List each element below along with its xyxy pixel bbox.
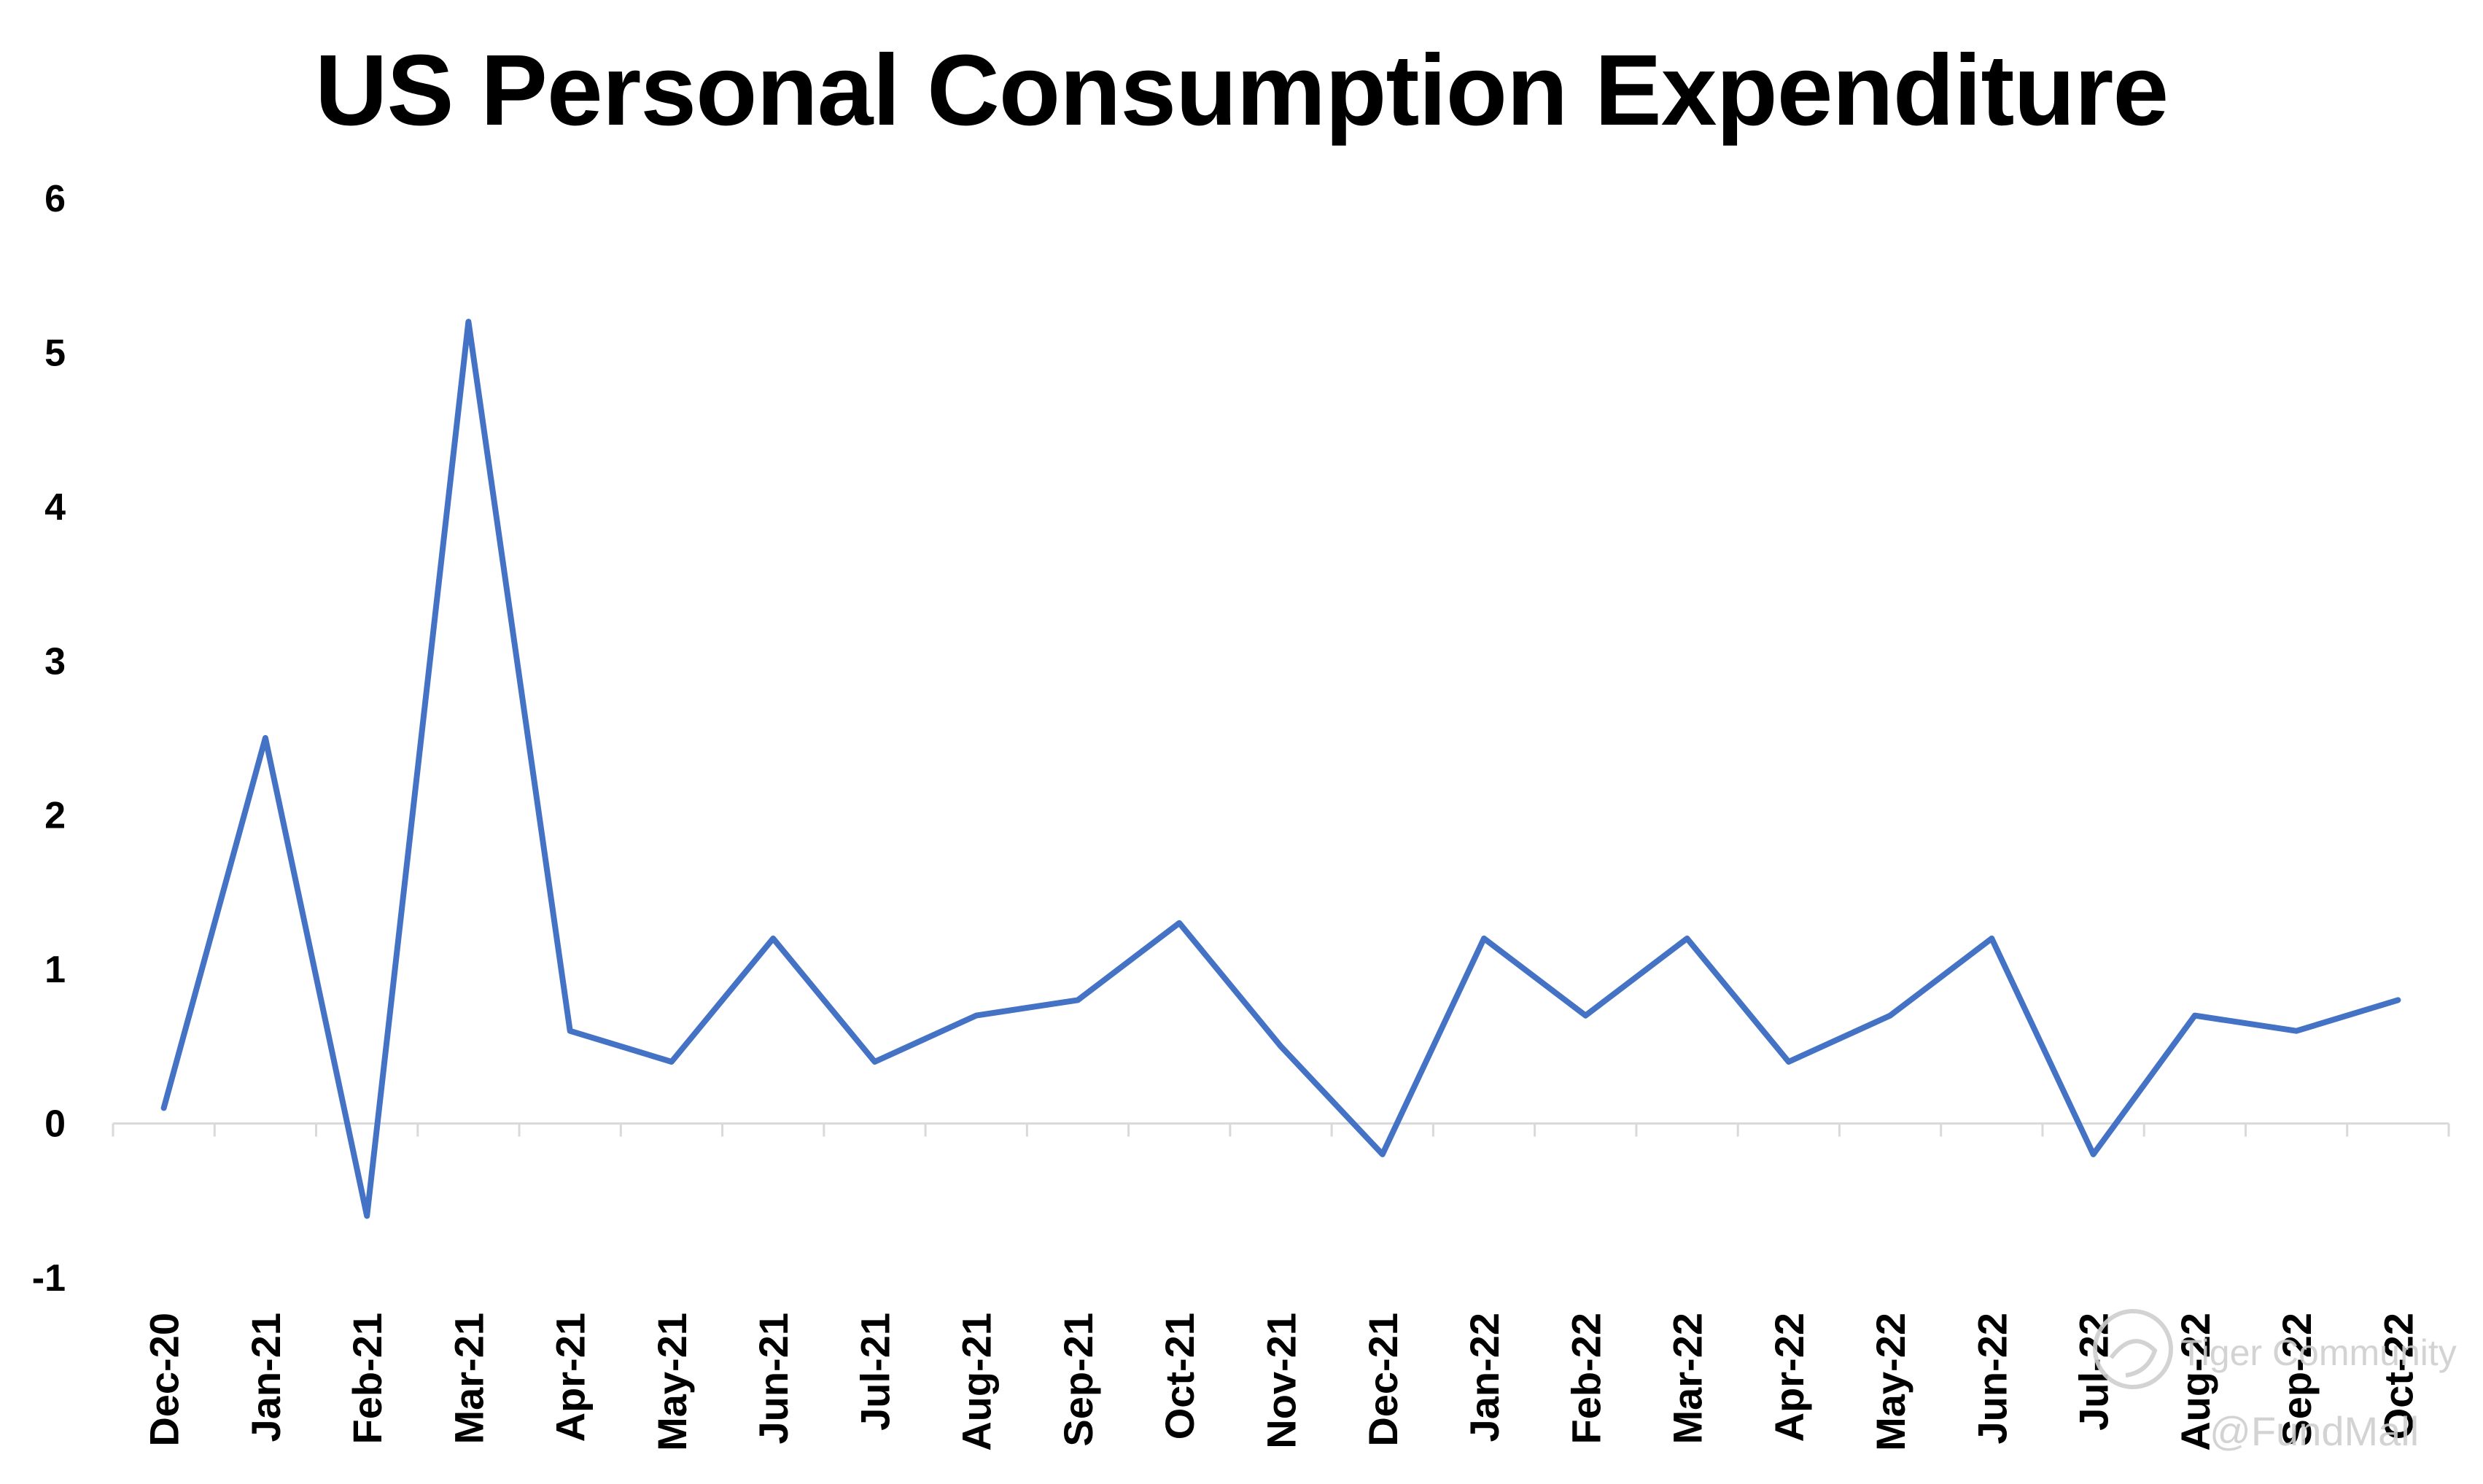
series-line [160,319,2401,1219]
x-tick-label: Nov-21 [1259,1313,1305,1449]
watermark-text-line1: Tiger Community [2180,1332,2457,1373]
x-tick-label: Dec-21 [1360,1313,1406,1447]
x-tick-label: Jul-21 [852,1313,898,1431]
y-tick-label: -1 [32,1257,66,1300]
watermark: Tiger Community @FundMall [2093,1309,2457,1454]
x-tick-label: Jun-22 [1969,1313,2015,1445]
x-tick-label: Mar-21 [446,1313,491,1445]
x-tick-label: Jan-22 [1461,1313,1507,1442]
watermark-logo-mark-icon [2109,1339,2158,1378]
watermark-logo-icon [2093,1309,2173,1389]
x-tick-label: Apr-22 [1766,1313,1812,1442]
x-tick-label: Feb-22 [1563,1313,1609,1445]
x-tick-label: Sep-21 [1055,1313,1101,1447]
y-tick-label: 3 [44,640,66,683]
x-tick-label: Oct-21 [1157,1313,1202,1440]
x-tick-label: May-21 [649,1313,695,1451]
x-axis-ticks [112,1123,2450,1137]
x-tick-label: Oct-22 [2375,1313,2421,1440]
x-tick-label: Feb-21 [344,1313,390,1445]
chart-title: US Personal Consumption Expenditure [314,34,2169,147]
y-tick-label: 2 [44,795,66,837]
x-tick-label: Aug-21 [954,1313,1000,1451]
x-tick-label: Jun-21 [750,1313,796,1445]
x-tick-label: Jan-21 [243,1313,289,1442]
x-tick-label: Mar-22 [1665,1313,1711,1445]
y-tick-label: 1 [44,949,66,991]
x-tick-label: Apr-21 [548,1313,594,1442]
x-tick-label: Dec-20 [141,1313,187,1447]
x-tick-label: Jul-22 [2071,1313,2117,1431]
y-tick-label: 5 [44,332,66,374]
y-tick-label: 6 [44,178,66,220]
watermark-text-line2: @FundMall [2210,1408,2419,1454]
x-axis-labels: Dec-20 Jan-21 Feb-21 Mar-21 Apr-21 May-21 Jun-… [141,1313,2422,1451]
y-axis-labels: -1 0 1 2 3 4 5 6 [32,178,66,1300]
x-tick-label: Aug-22 [2172,1313,2218,1451]
x-tick-label: May-22 [1868,1313,1913,1451]
x-tick-label: Sep-22 [2274,1313,2320,1447]
y-tick-label: 4 [44,486,66,529]
y-tick-label: 0 [44,1103,66,1146]
